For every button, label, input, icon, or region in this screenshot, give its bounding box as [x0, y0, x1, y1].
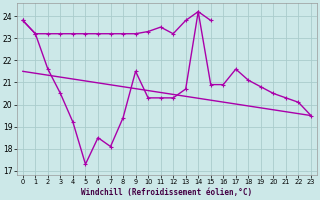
X-axis label: Windchill (Refroidissement éolien,°C): Windchill (Refroidissement éolien,°C): [81, 188, 252, 197]
